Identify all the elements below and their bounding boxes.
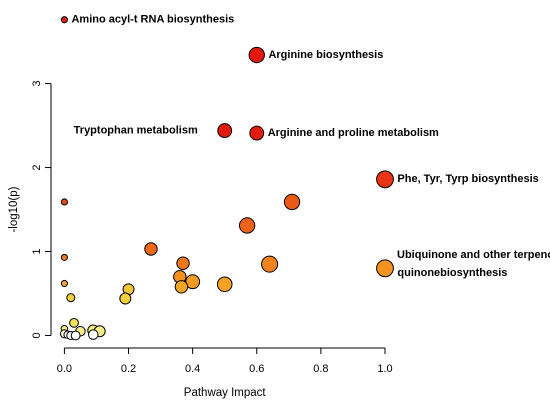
data-point	[174, 280, 189, 294]
data-point	[70, 330, 81, 341]
data-point	[217, 123, 233, 139]
point-annotation: Arginine biosynthesis	[268, 49, 383, 61]
x-axis-title: Pathway Impact	[184, 387, 267, 399]
point-annotation: Amino acyl-t RNA biosynthesis	[71, 14, 234, 26]
y-tick-label: 2	[31, 164, 43, 170]
data-point	[60, 198, 68, 206]
point-annotation: Ubiquinone and other terpenoid	[397, 249, 550, 261]
y-tick-label: 0	[31, 332, 43, 338]
x-tick-label: 0.0	[57, 363, 72, 375]
point-annotation: Tryptophan metabolism	[74, 125, 198, 137]
y-axis-title: -log10(p)	[8, 186, 20, 232]
data-point	[249, 125, 265, 141]
data-point	[60, 16, 68, 24]
x-tick-label: 0.6	[249, 363, 264, 375]
x-tick-label: 0.8	[313, 363, 328, 375]
data-point	[66, 293, 76, 303]
data-point	[283, 193, 301, 211]
x-tick-label: 0.4	[185, 363, 200, 375]
data-point	[216, 276, 233, 293]
data-point	[376, 259, 394, 278]
data-point	[88, 329, 99, 340]
data-point	[376, 170, 394, 189]
x-tick-label: 1.0	[377, 363, 392, 375]
y-tick-label: 3	[31, 81, 43, 87]
x-tick-label: 0.2	[121, 363, 136, 375]
data-points	[59, 16, 394, 341]
data-point	[176, 256, 190, 270]
point-annotation: quinonebiosynthesis	[397, 267, 507, 279]
axes: 0.0 0.2 0.4 0.6 0.8 1.0 0 1 2 3	[31, 81, 393, 375]
data-point	[69, 317, 79, 328]
data-point	[60, 279, 68, 287]
data-point	[144, 242, 158, 256]
annotations: Amino acyl-t RNA biosynthesis Arginine bi…	[71, 14, 550, 280]
data-point	[119, 292, 132, 305]
y-tick-label: 1	[31, 248, 43, 254]
data-point	[238, 217, 256, 234]
data-point	[60, 253, 68, 261]
point-annotation: Arginine and proline metabolism	[268, 127, 439, 139]
data-point	[261, 255, 279, 273]
data-point	[248, 46, 265, 64]
point-annotation: Phe, Tyr, Tyrp biosynthesis	[397, 173, 538, 185]
